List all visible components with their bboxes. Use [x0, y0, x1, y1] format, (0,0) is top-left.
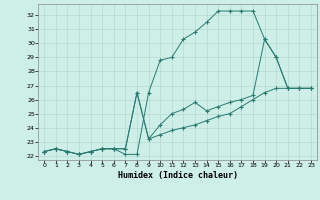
X-axis label: Humidex (Indice chaleur): Humidex (Indice chaleur) — [118, 171, 238, 180]
